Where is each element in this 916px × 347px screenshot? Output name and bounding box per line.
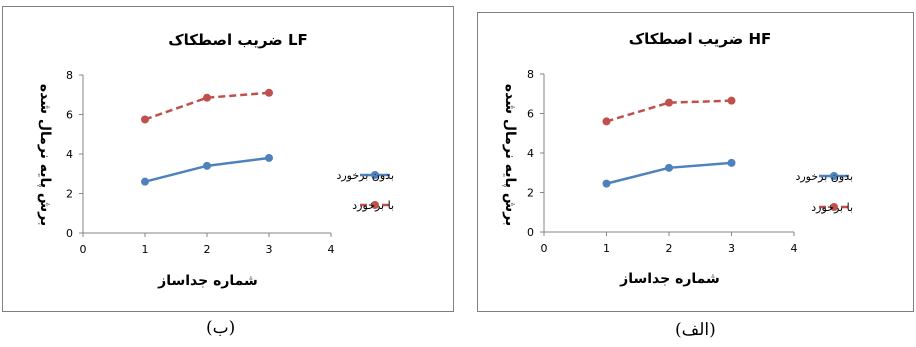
y-axis-label: برش پایه نرمال شده [37, 84, 53, 226]
legend-label-0: بدون برخورد [795, 170, 853, 183]
caption-b: (ب) [206, 318, 235, 338]
y-tick-label: 2 [527, 187, 534, 200]
chart-panel-hf: ضریب اصطکاک HF 0 2 4 6 8 0 1 2 3 4 شماره جداساز برش … [477, 12, 914, 312]
legend-label-1: با برخورد [811, 201, 853, 214]
data-point-1 [603, 117, 611, 125]
x-tick-label: 1 [142, 243, 149, 256]
x-tick-label: 4 [791, 242, 798, 255]
x-tick-label: 2 [666, 242, 673, 255]
x-tick-label: 2 [204, 243, 211, 256]
y-tick-label: 6 [66, 109, 73, 122]
y-tick-label: 8 [527, 68, 534, 81]
data-point-1 [141, 115, 149, 123]
x-tick-label: 3 [266, 243, 273, 256]
y-tick-label: 8 [66, 69, 73, 82]
chart-title: ضریب اصطکاک HF [629, 30, 772, 48]
caption-alef: (الف) [675, 320, 716, 340]
legend-label-0: بدون برخورد [336, 169, 394, 182]
data-point-1 [728, 97, 736, 105]
y-tick-label: 0 [527, 226, 534, 239]
chart-lf: ضریب اصطکاک LF 0 2 4 6 8 0 1 2 3 4 شماره جداساز برش … [3, 7, 455, 313]
y-tick-label: 0 [66, 227, 73, 240]
x-axis-label: شماره جداساز [619, 271, 720, 287]
y-tick-label: 2 [66, 188, 73, 201]
data-point-0 [265, 154, 273, 162]
x-tick-label: 0 [541, 242, 548, 255]
legend-label-1: با برخورد [352, 199, 394, 212]
data-point-1 [265, 89, 273, 97]
data-point-1 [203, 94, 211, 102]
data-point-0 [728, 159, 736, 167]
y-axis-label: برش پایه نرمال شده [502, 84, 518, 226]
data-point-1 [665, 99, 673, 107]
data-point-0 [665, 164, 673, 172]
x-tick-label: 3 [728, 242, 735, 255]
x-tick-label: 1 [603, 242, 610, 255]
y-tick-label: 4 [527, 147, 534, 160]
chart-hf: ضریب اصطکاک HF 0 2 4 6 8 0 1 2 3 4 شماره جداساز برش … [478, 13, 915, 313]
chart-panel-lf: ضریب اصطکاک LF 0 2 4 6 8 0 1 2 3 4 شماره جداساز برش … [2, 6, 454, 312]
x-tick-label: 4 [328, 243, 335, 256]
x-tick-label: 0 [80, 243, 87, 256]
x-axis-label: شماره جداساز [157, 273, 258, 289]
y-tick-label: 4 [66, 148, 73, 161]
y-tick-label: 6 [527, 108, 534, 121]
chart-title: ضریب اصطکاک LF [168, 31, 308, 49]
data-point-0 [203, 162, 211, 170]
data-point-0 [141, 178, 149, 186]
data-point-0 [603, 180, 611, 188]
